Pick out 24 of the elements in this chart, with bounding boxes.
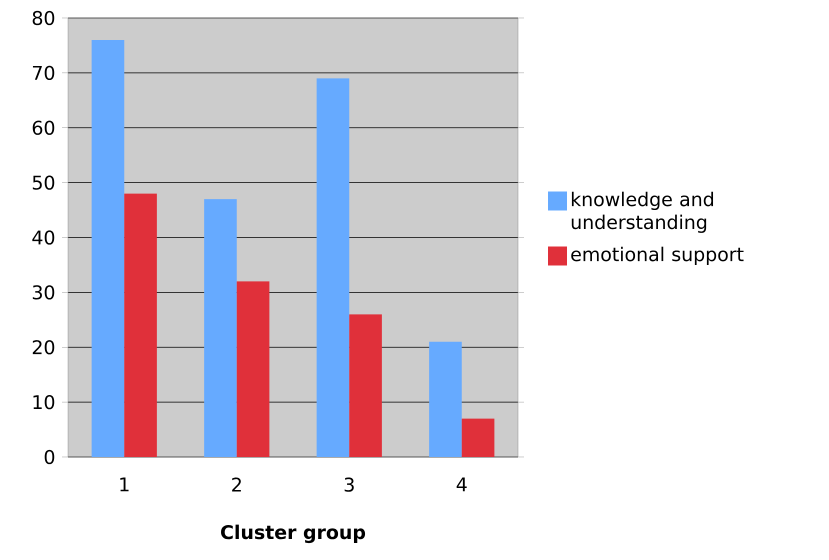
- y-tick-label: 20: [32, 340, 54, 354]
- y-tick-label: 30: [32, 285, 54, 300]
- y-tick-label: 60: [32, 120, 54, 135]
- bar: [316, 78, 350, 457]
- x-tick-label: 1: [120, 477, 129, 492]
- y-tick-label: 80: [32, 10, 54, 26]
- y-tick-label: 10: [33, 394, 54, 410]
- y-tick-label: 50: [32, 175, 54, 190]
- y-tick-label: 70: [32, 66, 54, 80]
- bar: [349, 314, 382, 457]
- x-tick-label: 4: [456, 477, 467, 492]
- y-tick-label: 40: [32, 230, 54, 245]
- bar: [236, 281, 270, 457]
- bar: [92, 40, 124, 457]
- legend-label: knowledge and understanding: [572, 192, 714, 233]
- x-tick-label: 2: [232, 477, 241, 492]
- x-tick-label: 3: [344, 477, 354, 492]
- x-axis-title: Cluster group: [221, 524, 366, 544]
- bar: [429, 342, 462, 457]
- bar: [204, 199, 237, 457]
- legend-label: emotional support: [571, 246, 744, 266]
- bar: [124, 194, 157, 457]
- bar: [462, 418, 494, 457]
- y-tick-label: 0: [44, 450, 54, 464]
